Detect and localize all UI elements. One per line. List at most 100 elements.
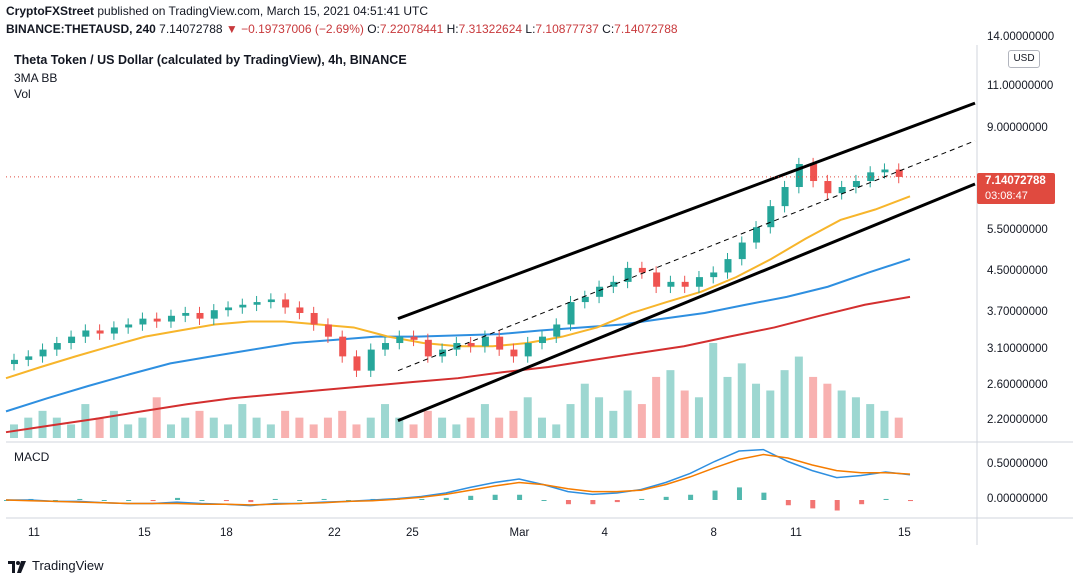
time-axis-label: 22 [328,527,341,539]
candle-body [738,242,746,260]
macd-histogram-bar [565,500,571,505]
volume-bar [381,404,390,438]
volume-bar [894,417,903,438]
candle-body [53,343,61,350]
channel-lower-line [397,182,976,422]
volume-bar [209,417,218,438]
candle-body [824,181,832,194]
volume-bar [880,410,889,438]
volume-bar [438,417,447,438]
price-axis-label: 5.50000000 [987,223,1048,236]
bar-countdown: 03:08:47 [985,190,1028,202]
candle-body [481,336,489,347]
volume-bar [395,417,404,438]
macd-histogram-bar [468,495,474,500]
candle-body [296,307,304,313]
volume-bar [466,417,475,438]
candle-body [610,281,618,287]
candle-body [110,327,118,334]
macd-histogram-bar [859,500,865,505]
volume-bar [138,417,147,438]
price-tag-value: 7.14072788 [985,175,1046,187]
candle-body [167,315,175,322]
channel-mid-line [397,140,976,372]
ma-mid-line [5,258,911,413]
price-axis-label: 9.00000000 [987,122,1048,134]
currency-button[interactable]: USD [1008,50,1040,68]
candle-body [310,312,318,325]
macd-histogram-bar [517,494,523,500]
tradingview-logo[interactable]: TradingView [8,558,104,573]
volume-bar [766,390,775,438]
candle-body [139,318,147,325]
macd-histogram-bar [126,500,132,501]
ma-slow-line [5,295,911,434]
macd-histogram-bar [223,500,229,502]
candle-body [767,206,775,228]
candle-body [638,267,646,273]
volume-bar [181,417,190,438]
open-value: 7.22078441 [379,22,444,36]
ohlc-line: BINANCE:THETAUSD, 240 7.14072788 ▼ −0.19… [6,22,678,36]
candle-body [667,281,675,287]
candle-body [553,324,561,337]
volume-bar [281,410,290,438]
candle-body [567,302,575,325]
candle-body [396,336,404,344]
volume-bar [637,404,646,438]
price-axis-label: 11.00000000 [987,80,1054,93]
macd-histogram-bar [883,498,889,500]
volume-bar [266,424,275,438]
volume-bar [338,410,347,438]
volume-bar [352,424,361,438]
macd-axis-label: 0.00000000 [987,493,1048,505]
candle-body [695,277,703,287]
macd-histogram-bar [419,498,425,500]
candle-body [182,312,190,316]
macd-histogram-bar [590,500,596,505]
volume-bar [809,376,818,438]
symbol-title[interactable]: Theta Token / US Dollar (calculated by T… [14,53,407,67]
price-axis-label: 4.50000000 [987,265,1048,278]
candle-body [410,336,418,340]
last-price: 7.14072788 [159,22,223,36]
candle-body [153,318,161,322]
publisher-name[interactable]: CryptoFXStreet [6,4,95,18]
time-axis-label: 18 [220,527,233,539]
volume-bar [495,417,504,438]
candle-body [82,330,90,337]
macd-histogram-bar [908,500,913,502]
volume-bar [509,410,518,438]
candle-body [895,169,903,177]
volume-bar [109,410,118,438]
macd-histogram-bar [785,500,791,506]
volume-bar [851,397,860,438]
volume-bar [580,383,589,438]
price-axis-label: 2.20000000 [987,413,1048,426]
candle-body [282,299,290,308]
candle-body [324,324,332,337]
volume-bar [652,376,661,438]
volume-bar [52,417,61,438]
low-label: L: [525,22,536,36]
macd-histogram-bar [297,500,303,501]
volume-bar [423,410,432,438]
candle-body [710,272,718,278]
volume-legend[interactable]: Vol [14,87,31,101]
volume-bar [866,404,875,438]
time-axis-label: 11 [790,527,802,539]
macd-histogram-bar [248,500,254,503]
candle-body [753,227,761,243]
close-value: 7.14072788 [614,22,678,36]
macd-legend[interactable]: MACD [14,450,50,464]
macd-histogram-bar [712,490,718,500]
volume-bar [694,397,703,438]
volume-bar [837,390,846,438]
indicator-legend[interactable]: 3MA BB [14,71,58,85]
candle-body [581,296,589,303]
macd-histogram-bar [810,500,816,509]
volume-bar [552,424,561,438]
volume-bar [480,404,489,438]
published-text: published on TradingView.com, March 15, … [97,4,429,18]
